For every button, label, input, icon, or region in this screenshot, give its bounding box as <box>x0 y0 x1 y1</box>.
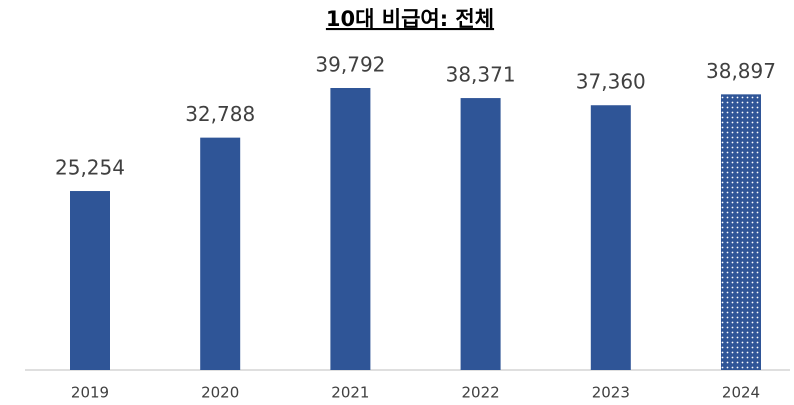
value-label: 25,254 <box>55 156 125 180</box>
value-label: 37,360 <box>576 70 646 94</box>
bar <box>70 191 110 370</box>
x-tick-label: 2021 <box>331 384 369 402</box>
x-tick-label: 2023 <box>592 384 630 402</box>
value-label: 32,788 <box>185 102 255 126</box>
x-tick-label: 2024 <box>722 384 760 402</box>
value-label: 38,371 <box>446 63 516 87</box>
x-tick-label: 2019 <box>71 384 109 402</box>
x-tick-label: 2022 <box>462 384 500 402</box>
bar <box>460 98 501 370</box>
value-label: 38,897 <box>706 59 776 83</box>
bar <box>721 94 761 370</box>
bar <box>330 88 371 370</box>
x-tick-label: 2020 <box>201 384 239 402</box>
bar <box>200 137 241 370</box>
bar <box>590 105 631 370</box>
value-label: 39,792 <box>315 53 385 77</box>
chart-title: 10대 비급여: 전체 <box>326 7 494 31</box>
